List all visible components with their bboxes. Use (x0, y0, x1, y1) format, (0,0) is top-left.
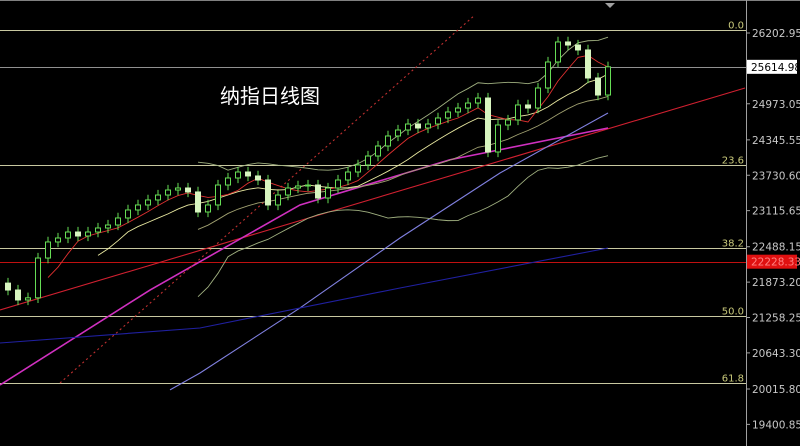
candle-down (195, 191, 201, 213)
candle-up (365, 155, 371, 166)
candle-up (305, 184, 311, 187)
candle-up (475, 97, 481, 104)
candle-up (435, 117, 441, 125)
marked-price-label: 22228.33 (751, 257, 800, 269)
candle-up (325, 187, 331, 199)
candle-up (165, 189, 171, 196)
fib-label: 50.0 (722, 307, 744, 318)
candle-up (355, 164, 361, 173)
candle-down (75, 231, 81, 237)
candle-up (285, 187, 291, 196)
candle-up (405, 123, 411, 131)
candle-up (45, 241, 51, 259)
candle-down (315, 184, 321, 199)
candle-up (505, 119, 511, 126)
candle-up (515, 104, 521, 121)
candle-up (235, 171, 241, 179)
current-price-label: 25614.98 (751, 62, 800, 74)
candle-up (535, 87, 541, 109)
candle-up (175, 187, 181, 191)
y-tick-label: 24973.05 (752, 99, 800, 111)
ma10-line (97, 73, 609, 256)
bollinger-lower-line (197, 155, 609, 297)
candle-down (265, 179, 271, 206)
candle-up (545, 61, 551, 89)
candle-down (185, 187, 191, 193)
candle-up (115, 217, 121, 226)
candle-up (425, 123, 431, 129)
candle-up (385, 135, 391, 147)
fib-label: 0.0 (728, 21, 744, 32)
y-tick-label: 26202.95 (752, 28, 800, 40)
y-tick-label: 20015.80 (752, 384, 800, 396)
candle-up (85, 231, 91, 237)
candle-up (605, 66, 611, 96)
ma5-line (47, 54, 609, 278)
candle-up (395, 129, 401, 137)
candle-up (295, 185, 301, 189)
candle-up (125, 209, 131, 219)
trendline-line (0, 87, 746, 311)
candle-down (415, 123, 421, 129)
y-tick-label: 23115.65 (752, 206, 800, 218)
candle-up (145, 199, 151, 206)
candle-up (95, 227, 101, 233)
y-tick-label: 22488.15 (752, 242, 800, 254)
chart-title: 纳指日线图 (220, 84, 320, 108)
candle-up (35, 257, 41, 299)
candle-up (335, 179, 341, 189)
candle-down (485, 97, 491, 153)
candle-up (105, 224, 111, 229)
y-tick-label: 21873.20 (752, 277, 800, 289)
candle-down (595, 77, 601, 96)
candle-down (5, 282, 11, 291)
y-tick-label: 19400.85 (752, 419, 800, 431)
candle-down (525, 104, 531, 109)
y-tick-label: 23730.60 (752, 170, 800, 182)
shift-marker-icon[interactable] (605, 3, 615, 8)
current-price-box (747, 59, 797, 74)
y-tick-label: 21258.25 (752, 313, 800, 325)
candle-up (65, 231, 71, 239)
candle-up (25, 297, 31, 301)
candle-up (345, 171, 351, 181)
candle-down (575, 44, 581, 51)
candle-down (245, 171, 251, 177)
y-tick-label: 24345.55 (752, 135, 800, 147)
candle-up (375, 145, 381, 157)
candle-down (255, 175, 261, 181)
ma_purple-line (0, 127, 609, 386)
fib-label: 23.6 (722, 156, 744, 167)
y-tick-label: 20643.30 (752, 348, 800, 360)
candle-up (135, 204, 141, 211)
candle-up (445, 111, 451, 119)
candle-up (455, 107, 461, 113)
candle-up (275, 194, 281, 206)
candle-up (465, 102, 471, 109)
candle-up (205, 204, 211, 213)
candle-up (225, 177, 231, 186)
marked-price-box (747, 254, 797, 269)
fib-label: 38.2 (722, 239, 744, 250)
candle-down (565, 41, 571, 46)
candle-down (585, 49, 591, 79)
ma_blue-line (0, 247, 609, 344)
candle-down (15, 289, 21, 301)
candle-up (555, 41, 561, 63)
fib-label: 61.8 (722, 374, 744, 385)
candle-up (155, 194, 161, 201)
candle-up (215, 184, 221, 206)
candle-up (495, 124, 501, 153)
ma_lavender-line (169, 112, 609, 391)
bollinger-upper-line (197, 36, 609, 171)
candle-up (55, 237, 61, 243)
